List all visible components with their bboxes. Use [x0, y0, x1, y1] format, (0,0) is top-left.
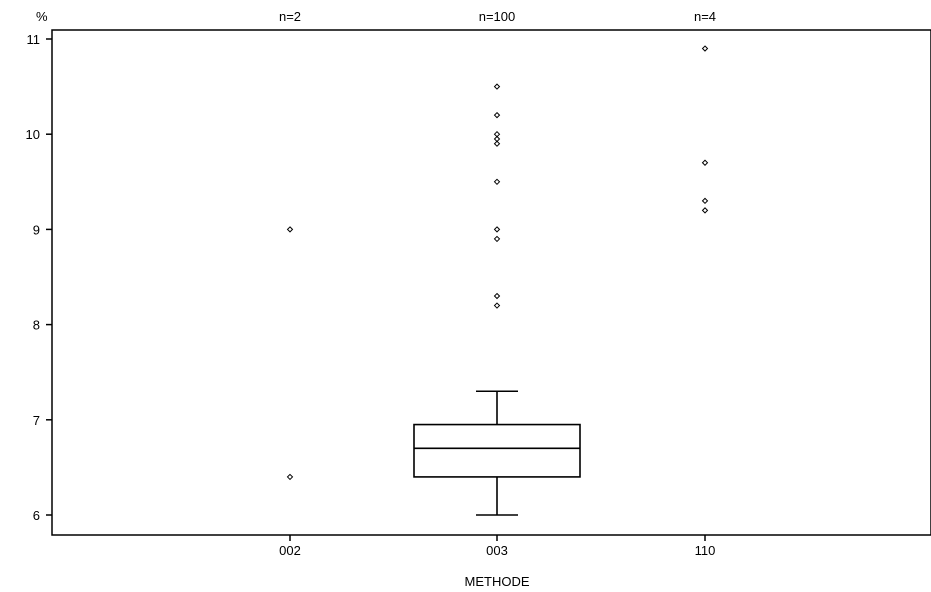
- outlier-point: [701, 159, 709, 166]
- outlier-point: [286, 473, 294, 481]
- outlier-point: [493, 111, 501, 119]
- y-axis-label: %: [36, 9, 48, 24]
- x-tick-label: 110: [695, 543, 716, 558]
- outlier-point: [701, 207, 709, 214]
- x-axis-label: METHODE: [465, 574, 530, 589]
- outlier-point: [493, 83, 501, 90]
- outlier-point: [701, 45, 709, 52]
- outlier-point: [493, 140, 501, 147]
- count-label: n=4: [694, 9, 716, 24]
- outlier-point: [493, 178, 501, 186]
- x-tick-label: 002: [279, 543, 301, 558]
- y-tick-label: 11: [27, 32, 41, 47]
- outlier-point: [701, 197, 709, 205]
- y-tick-label: 8: [33, 318, 40, 333]
- box-elements: [413, 390, 581, 516]
- y-axis-ticks: 6 7 8 9 10 11: [26, 32, 52, 523]
- y-tick-label: 10: [26, 127, 40, 142]
- count-label: n=2: [279, 9, 301, 24]
- count-label: n=100: [479, 9, 516, 24]
- outlier-point: [493, 302, 501, 309]
- x-tick-label: 003: [486, 543, 508, 558]
- plot-frame: [51, 29, 931, 536]
- y-tick-label: 7: [33, 413, 40, 428]
- outlier-point: [493, 292, 501, 300]
- count-labels: n=2 n=100 n=4: [279, 9, 716, 24]
- outlier-point: [493, 226, 501, 233]
- outlier-point: [493, 235, 501, 243]
- x-axis-ticks: 002 003 110: [279, 535, 715, 558]
- y-tick-label: 9: [33, 222, 40, 237]
- outlier-points: [286, 45, 709, 481]
- y-tick-label: 6: [33, 508, 40, 523]
- outlier-point: [286, 226, 294, 233]
- iqr-box: [413, 423, 581, 478]
